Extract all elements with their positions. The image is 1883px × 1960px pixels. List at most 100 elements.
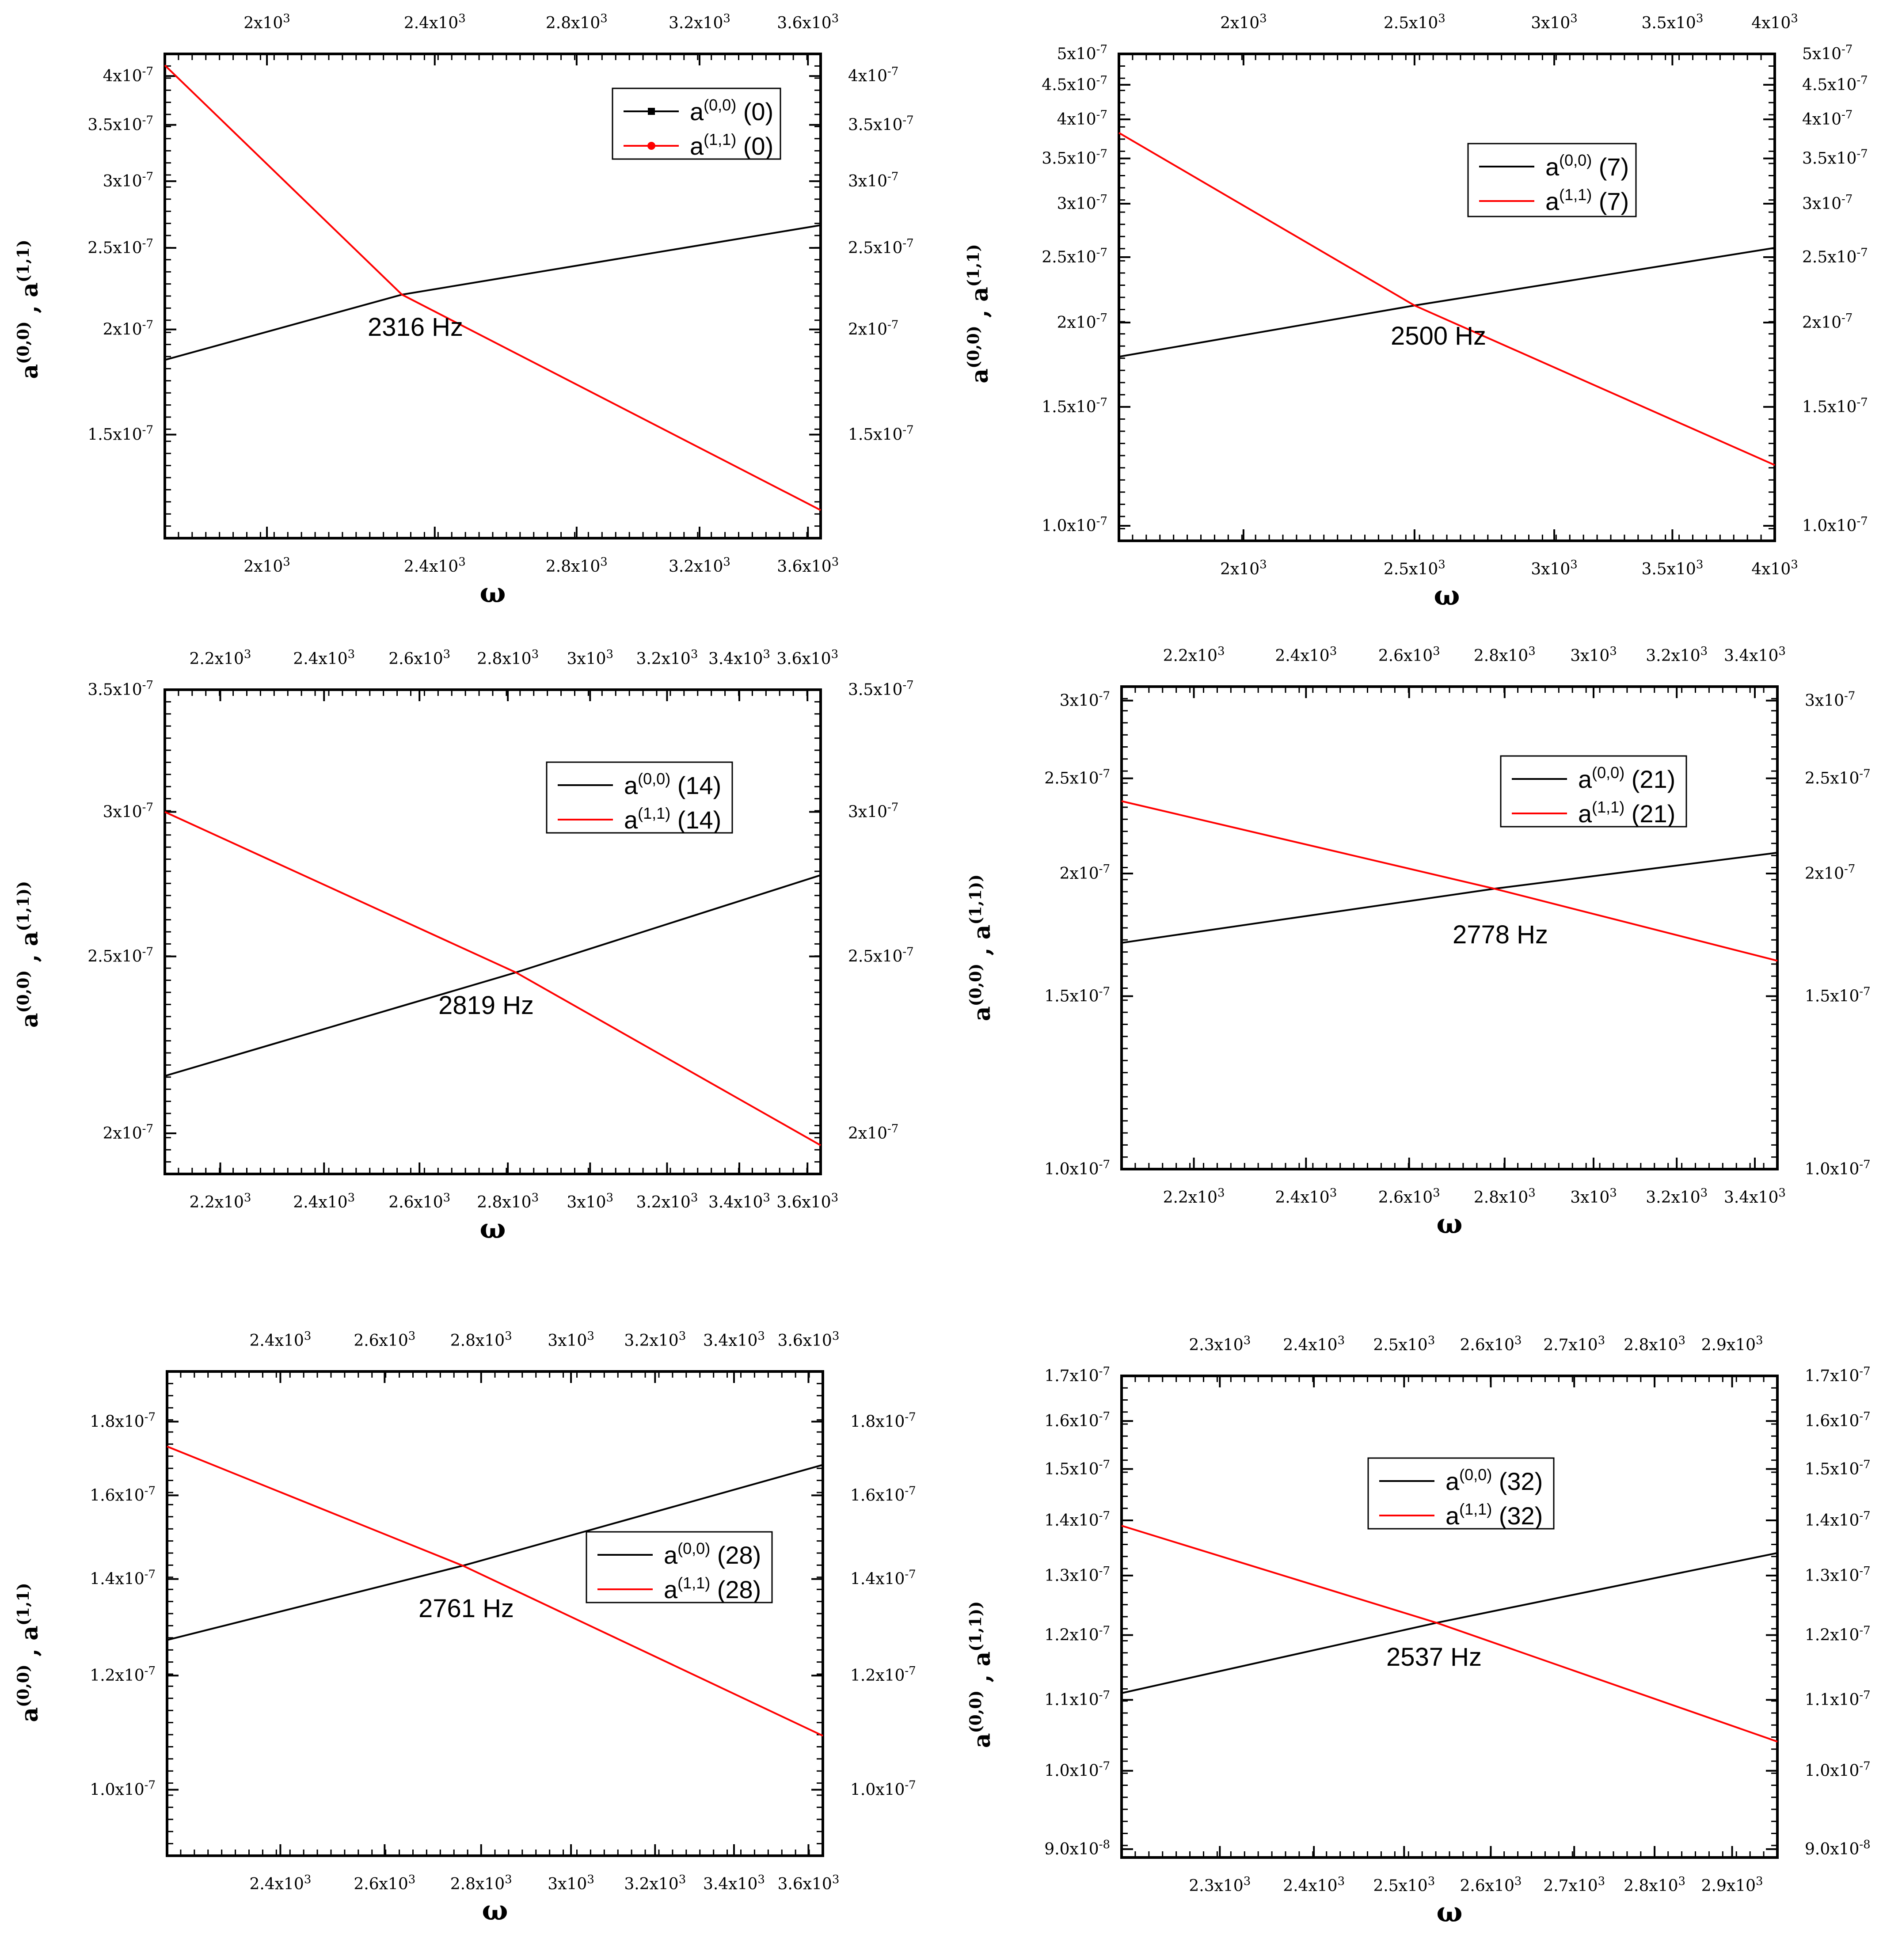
y-tick-label-left: 4x10-7 bbox=[103, 65, 153, 85]
y-tick-label-right: 4.5x10-7 bbox=[1802, 74, 1868, 94]
y-tick-label-left: 9.0x10-8 bbox=[1044, 1838, 1110, 1858]
y-tick-label-left: 2.5x10-7 bbox=[87, 946, 153, 966]
x-tick-label-bottom: 3.4x103 bbox=[708, 1191, 770, 1212]
y-tick-label-right: 3x10-7 bbox=[1802, 193, 1853, 213]
x-tick-label-bottom: 2.4x103 bbox=[1283, 1875, 1345, 1895]
series-line-a00 bbox=[164, 224, 821, 361]
x-tick-label-top: 3.2x103 bbox=[624, 1329, 686, 1350]
minor-ticks bbox=[1122, 1376, 1777, 1857]
crossover-annotation: 2761 Hz bbox=[418, 1594, 514, 1623]
series-line-a11 bbox=[164, 811, 821, 1146]
legend-entry: a(0,0) (32) bbox=[1446, 1466, 1543, 1495]
y-tick-label-right: 3x10-7 bbox=[848, 170, 898, 190]
legend: a(0,0) (32) a(1,1) (32) bbox=[1367, 1457, 1555, 1530]
y-tick-label-left: 1.5x10-7 bbox=[87, 424, 153, 444]
x-tick-label-top: 3x103 bbox=[1531, 12, 1578, 32]
plot-frame bbox=[1118, 53, 1776, 542]
x-tick-label-bottom: 3.4x103 bbox=[703, 1873, 765, 1893]
y-tick-label-right: 2x10-7 bbox=[1802, 311, 1853, 332]
crossover-annotation: 2537 Hz bbox=[1386, 1643, 1482, 1671]
series-line-a11 bbox=[1121, 800, 1778, 962]
x-tick-label-top: 2.7x103 bbox=[1543, 1334, 1605, 1354]
y-tick-label-right: 2.5x10-7 bbox=[1802, 246, 1868, 266]
y-tick-label-right: 1.5x10-7 bbox=[1805, 1458, 1871, 1478]
x-tick-label-top: 2.4x103 bbox=[249, 1329, 311, 1350]
x-tick-label-bottom: 3.6x103 bbox=[776, 1191, 838, 1212]
x-axis-title: ω bbox=[479, 1212, 506, 1245]
y-tick-label-right: 1.5x10-7 bbox=[1805, 985, 1871, 1006]
y-tick-label-right: 2x10-7 bbox=[848, 319, 898, 339]
y-tick-label-left: 3.5x10-7 bbox=[87, 679, 153, 699]
y-tick-label-left: 1.5x10-7 bbox=[1044, 1458, 1110, 1478]
y-tick-label-left: 2x10-7 bbox=[1060, 862, 1110, 883]
series-line-a11 bbox=[167, 1445, 823, 1737]
y-tick-label-right: 1.7x10-7 bbox=[1805, 1365, 1871, 1385]
y-tick-label-right: 3x10-7 bbox=[848, 801, 898, 821]
y-axis-title: a(0,0) , a(1,1) bbox=[14, 239, 43, 379]
x-tick-label-bottom: 2.9x103 bbox=[1701, 1875, 1763, 1895]
y-tick-label-right: 3.5x10-7 bbox=[1802, 148, 1868, 168]
y-tick-label-left: 5x10-7 bbox=[1057, 43, 1107, 63]
y-tick-label-right: 1.6x10-7 bbox=[1805, 1410, 1871, 1430]
x-tick-label-top: 3.5x103 bbox=[1641, 12, 1703, 32]
y-tick-label-left: 2.5x10-7 bbox=[87, 237, 153, 257]
x-axis-title: ω bbox=[1434, 579, 1460, 612]
y-tick-label-left: 3x10-7 bbox=[103, 170, 153, 190]
x-tick-label-top: 2.6x103 bbox=[1460, 1334, 1522, 1354]
series-line-a00 bbox=[164, 874, 821, 1077]
x-tick-label-bottom: 2x103 bbox=[243, 555, 290, 576]
y-tick-label-right: 3.5x10-7 bbox=[848, 679, 914, 699]
x-tick-label-top: 2.4x103 bbox=[404, 12, 466, 32]
y-tick-label-left: 1.0x10-7 bbox=[1042, 515, 1107, 535]
y-tick-label-right: 2.5x10-7 bbox=[1805, 767, 1871, 788]
x-tick-label-top: 3x103 bbox=[567, 648, 614, 668]
y-tick-label-left: 2.5x10-7 bbox=[1044, 767, 1110, 788]
legend: a(0,0) (21) a(1,1) (21) bbox=[1500, 755, 1687, 828]
x-tick-label-bottom: 2.8x103 bbox=[1624, 1875, 1685, 1895]
x-tick-label-top: 2.5x103 bbox=[1373, 1334, 1435, 1354]
plot-frame bbox=[1120, 1375, 1779, 1859]
x-tick-label-top: 3x103 bbox=[1570, 645, 1617, 665]
x-tick-label-bottom: 3x103 bbox=[1570, 1186, 1617, 1207]
legend-entry: a(1,1) (0) bbox=[690, 130, 773, 160]
y-tick-label-left: 1.0x10-7 bbox=[90, 1779, 156, 1799]
crossover-annotation: 2778 Hz bbox=[1453, 920, 1548, 949]
x-tick-label-top: 2.4x103 bbox=[1283, 1334, 1345, 1354]
x-tick-label-top: 2.2x103 bbox=[1163, 645, 1225, 665]
y-tick-label-left: 1.2x10-7 bbox=[1044, 1624, 1110, 1645]
x-tick-label-top: 2.8x103 bbox=[546, 12, 608, 32]
x-tick-label-top: 2.4x103 bbox=[293, 648, 355, 668]
x-tick-label-bottom: 2.6x103 bbox=[1460, 1875, 1522, 1895]
crossover-annotation: 2819 Hz bbox=[438, 991, 534, 1020]
x-tick-label-bottom: 2.8x103 bbox=[1474, 1186, 1536, 1207]
x-tick-label-bottom: 2.5x103 bbox=[1384, 558, 1446, 578]
x-tick-label-top: 3.4x103 bbox=[1724, 645, 1786, 665]
series-line-a00 bbox=[1121, 851, 1778, 944]
y-tick-label-right: 1.2x10-7 bbox=[850, 1664, 916, 1685]
chart-panel-middle-left: 2.2x103 2.2x103 2.4x103 2.4x103 2.6x103 2.6x1… bbox=[14, 648, 914, 1245]
x-tick-label-bottom: 2.2x103 bbox=[1163, 1186, 1225, 1207]
y-tick-label-right: 1.0x10-7 bbox=[1805, 1760, 1871, 1780]
y-tick-label-left: 2x10-7 bbox=[103, 1122, 153, 1143]
chart-panel-middle-right: 2.2x103 2.2x103 2.4x103 2.4x103 2.6x103 2.6x1… bbox=[966, 645, 1871, 1240]
x-tick-label-top: 2.8x103 bbox=[1624, 1334, 1685, 1354]
y-tick-label-left: 3x10-7 bbox=[1057, 193, 1107, 213]
x-tick-label-bottom: 3.5x103 bbox=[1641, 558, 1703, 578]
series-line-a11 bbox=[164, 65, 821, 511]
y-tick-label-left: 1.6x10-7 bbox=[90, 1484, 156, 1504]
x-tick-label-top: 2.5x103 bbox=[1384, 12, 1446, 32]
legend-marker-circle bbox=[647, 142, 655, 150]
x-tick-label-top: 3.6x103 bbox=[777, 12, 839, 32]
y-tick-label-left: 1.2x10-7 bbox=[90, 1664, 156, 1685]
y-tick-label-right: 3.5x10-7 bbox=[848, 114, 914, 134]
y-tick-label-right: 9.0x10-8 bbox=[1805, 1838, 1871, 1858]
y-tick-label-left: 1.8x10-7 bbox=[90, 1410, 156, 1431]
y-tick-label-right: 1.5x10-7 bbox=[1802, 396, 1868, 416]
x-tick-label-top: 2.6x103 bbox=[354, 1329, 415, 1350]
x-tick-label-bottom: 3.2x103 bbox=[669, 555, 730, 576]
y-tick-label-right: 1.1x10-7 bbox=[1805, 1689, 1871, 1709]
x-tick-label-top: 2.8x103 bbox=[450, 1329, 512, 1350]
crossover-annotation: 2316 Hz bbox=[368, 313, 463, 342]
y-tick-label-left: 1.5x10-7 bbox=[1042, 396, 1107, 416]
y-tick-label-left: 1.4x10-7 bbox=[90, 1568, 156, 1588]
